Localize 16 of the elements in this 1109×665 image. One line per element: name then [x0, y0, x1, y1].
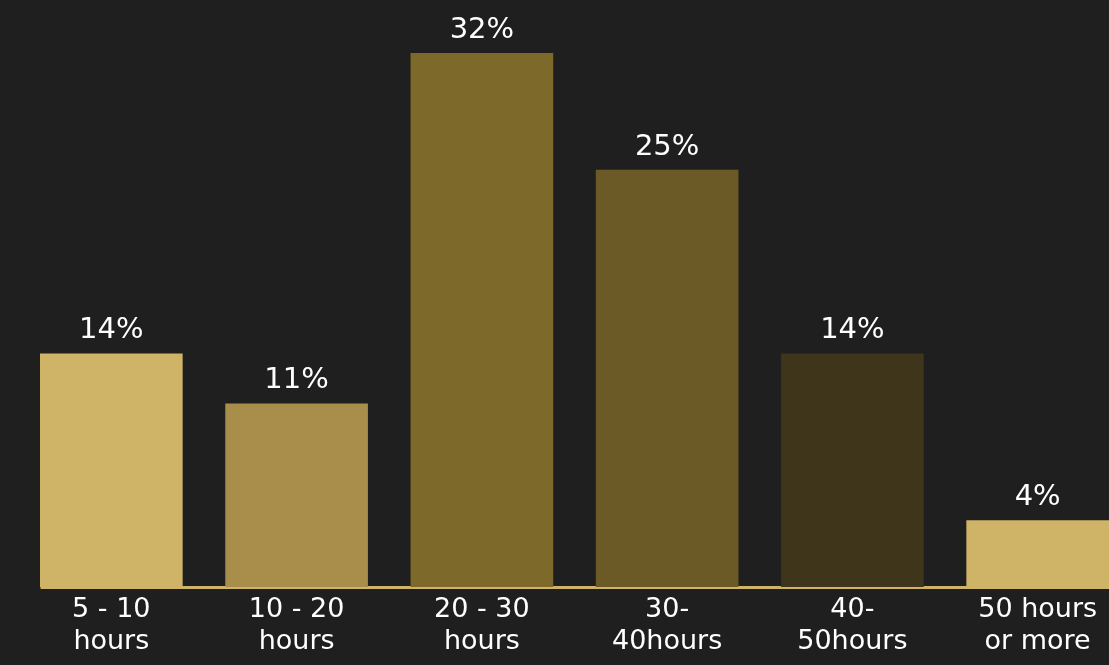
x-tick-label: 40- 50hours — [797, 591, 908, 655]
x-tick-label: 50 hours or more — [978, 591, 1098, 655]
bar — [595, 169, 739, 587]
data-label: 14% — [79, 311, 144, 346]
x-tick-label: 20 - 30 hours — [434, 591, 530, 655]
bar — [410, 53, 554, 587]
x-tick-label: 10 - 20 hours — [248, 591, 345, 655]
data-label: 32% — [449, 11, 515, 45]
x-tick-label: 30- 40hours — [611, 591, 723, 655]
bar — [225, 403, 368, 587]
data-label: 14% — [820, 311, 885, 346]
x-tick-label: 5 - 10 hours — [72, 591, 151, 655]
bar — [781, 353, 924, 587]
data-label: 11% — [264, 361, 329, 396]
data-label: 4% — [1014, 478, 1061, 513]
data-label: 25% — [634, 127, 700, 162]
